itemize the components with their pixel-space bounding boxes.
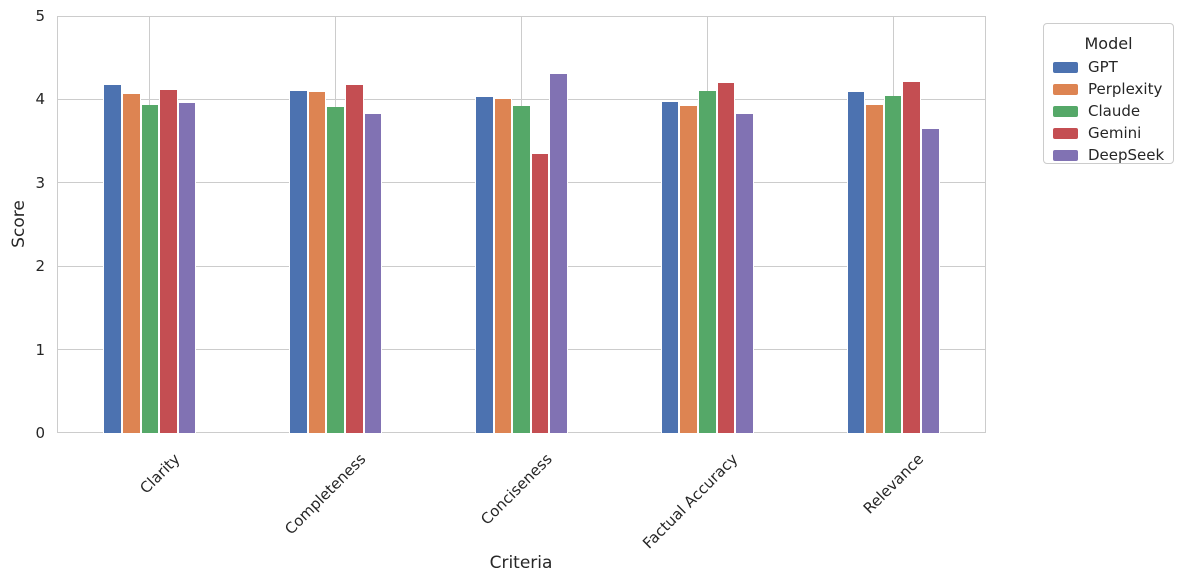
bar-gemini-relevance [902, 81, 921, 433]
x-tick-label-completeness: Completeness [281, 450, 370, 539]
bar-claude-relevance [883, 96, 903, 433]
bar-deepseek-conciseness [549, 74, 568, 433]
legend-swatch-perplexity [1053, 83, 1078, 95]
legend-label-gpt: GPT [1088, 58, 1118, 76]
legend-item-perplexity: Perplexity [1044, 78, 1173, 100]
bar-deepseek-clarity [177, 102, 197, 433]
legend-label-deepseek: DeepSeek [1088, 146, 1165, 164]
bar-gpt-factual-accuracy [660, 101, 680, 433]
bar-perplexity-conciseness [493, 99, 513, 433]
bar-claude-clarity [140, 105, 160, 433]
legend-swatch-deepseek [1053, 149, 1078, 161]
x-tick-label-conciseness: Conciseness [476, 450, 556, 529]
bar-gemini-clarity [159, 90, 178, 433]
legend-item-claude: Claude [1044, 100, 1173, 122]
y-tick-label-2: 2 [35, 257, 45, 276]
y-tick-label-0: 0 [35, 424, 45, 442]
y-tick-label-3: 3 [35, 173, 45, 192]
legend-swatch-claude [1053, 105, 1078, 117]
legend-label-gemini: Gemini [1088, 124, 1142, 142]
legend-items: GPT Perplexity Claude Gemini DeepSeek [1044, 56, 1173, 166]
legend: Model GPT Perplexity Claude Gemini DeepSeek [1043, 23, 1174, 164]
y-tick-label-1: 1 [35, 340, 45, 359]
legend-item-gemini: Gemini [1044, 122, 1173, 144]
y-tick-label-5: 5 [35, 7, 45, 25]
bar-gpt-completeness [289, 91, 308, 433]
bar-gemini-factual-accuracy [716, 82, 736, 433]
legend-item-deepseek: DeepSeek [1044, 144, 1173, 166]
bar-deepseek-relevance [920, 129, 940, 433]
bar-perplexity-completeness [307, 91, 327, 433]
y-tick-label-4: 4 [35, 90, 45, 109]
bar-deepseek-completeness [363, 114, 383, 433]
bar-perplexity-factual-accuracy [679, 106, 698, 433]
bar-perplexity-clarity [122, 94, 141, 433]
bar-gpt-relevance [846, 91, 866, 433]
bar-gpt-conciseness [475, 96, 494, 433]
legend-label-perplexity: Perplexity [1088, 80, 1163, 98]
bar-deepseek-factual-accuracy [735, 114, 754, 433]
x-tick-label-clarity: Clarity [136, 450, 184, 498]
bar-gemini-conciseness [530, 154, 550, 433]
y-axis-label: Score [9, 200, 29, 248]
x-tick-label-factual-accuracy: Factual Accuracy [638, 450, 742, 553]
legend-label-claude: Claude [1088, 102, 1141, 120]
legend-swatch-gemini [1053, 127, 1078, 139]
legend-swatch-gpt [1053, 61, 1078, 73]
bar-perplexity-relevance [865, 105, 884, 433]
bar-gemini-completeness [344, 85, 364, 433]
x-tick-label-relevance: Relevance [859, 450, 927, 518]
legend-item-gpt: GPT [1044, 56, 1173, 78]
bar-claude-factual-accuracy [698, 91, 717, 433]
bar-claude-conciseness [512, 106, 531, 433]
bar-claude-completeness [326, 106, 345, 433]
legend-title: Model [1084, 34, 1133, 53]
bar-gpt-clarity [103, 85, 123, 433]
x-axis-label: Criteria [489, 553, 553, 573]
